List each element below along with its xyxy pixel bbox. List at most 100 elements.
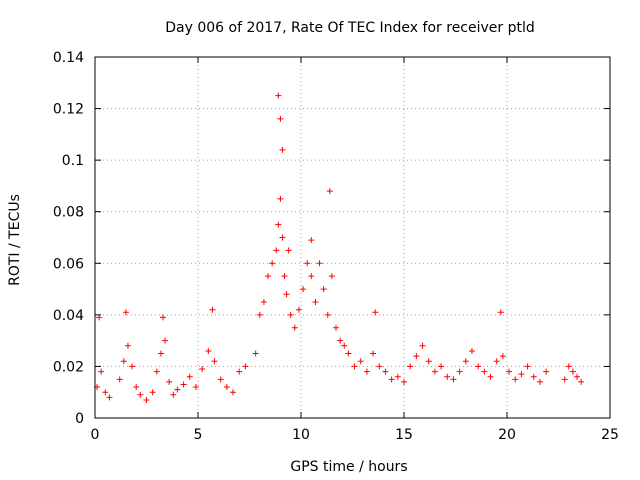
data-point: [475, 363, 482, 370]
data-point: [98, 368, 105, 375]
data-point: [456, 368, 463, 375]
data-point: [304, 260, 311, 267]
data-point: [481, 368, 488, 375]
data-point: [209, 306, 216, 313]
data-point: [205, 347, 212, 354]
data-point: [333, 324, 340, 331]
data-point: [277, 195, 284, 202]
data-point: [102, 389, 109, 396]
x-tick-label: 15: [395, 427, 413, 443]
y-tick-label: 0.08: [53, 205, 84, 221]
data-point: [337, 337, 344, 344]
x-axis-label: GPS time / hours: [290, 459, 407, 475]
data-point: [186, 373, 193, 380]
x-tick-label: 20: [498, 427, 516, 443]
data-point: [419, 342, 426, 349]
data-point: [565, 363, 572, 370]
data-point: [174, 386, 181, 393]
data-point: [143, 396, 150, 403]
data-point: [170, 391, 177, 398]
data-point: [129, 363, 136, 370]
data-point: [217, 376, 224, 383]
data-point: [407, 363, 414, 370]
data-point: [462, 358, 469, 365]
data-point: [312, 298, 319, 305]
data-point: [116, 376, 123, 383]
data-point: [512, 376, 519, 383]
data-point: [279, 234, 286, 241]
x-tick-label: 0: [91, 427, 100, 443]
data-point: [308, 273, 315, 280]
data-point: [326, 188, 333, 195]
x-tick-label: 25: [601, 427, 619, 443]
data-point: [277, 115, 284, 122]
data-point: [524, 363, 531, 370]
data-point: [574, 373, 581, 380]
data-point: [275, 92, 282, 99]
data-point: [287, 311, 294, 318]
data-point: [124, 342, 131, 349]
data-point: [300, 286, 307, 293]
data-point: [153, 368, 160, 375]
data-point: [493, 358, 500, 365]
data-point: [506, 368, 513, 375]
data-point: [159, 314, 166, 321]
data-point: [230, 389, 237, 396]
data-point: [273, 247, 280, 254]
data-point: [444, 373, 451, 380]
plot-frame: [94, 56, 611, 419]
data-point: [269, 260, 276, 267]
data-point: [122, 309, 129, 316]
data-point: [166, 378, 173, 385]
data-point: [162, 337, 169, 344]
data-point: [242, 363, 249, 370]
x-tick-label: 10: [292, 427, 310, 443]
data-point: [96, 314, 103, 321]
data-point: [291, 324, 298, 331]
data-point: [561, 376, 568, 383]
data-point: [279, 146, 286, 153]
chart-title: Day 006 of 2017, Rate Of TEC Index for r…: [165, 20, 535, 36]
data-point: [438, 363, 445, 370]
y-axis-label: ROTI / TECUs: [7, 194, 23, 286]
data-point: [324, 311, 331, 318]
data-point: [223, 384, 230, 391]
data-point: [487, 373, 494, 380]
data-point: [252, 350, 259, 357]
data-point: [120, 358, 127, 365]
y-tick-label: 0.04: [53, 308, 84, 324]
data-point: [106, 394, 113, 401]
y-tick-label: 0.02: [53, 359, 84, 375]
data-point: [376, 363, 383, 370]
data-point: [236, 368, 243, 375]
data-point: [394, 373, 401, 380]
data-point: [536, 378, 543, 385]
data-point: [137, 391, 144, 398]
data-point: [308, 237, 315, 244]
data-point: [569, 368, 576, 375]
data-point: [320, 286, 327, 293]
y-tick-label: 0.1: [62, 153, 84, 169]
y-tick-label: 0: [75, 411, 84, 427]
data-point: [256, 311, 263, 318]
data-point: [543, 368, 550, 375]
data-point: [345, 350, 352, 357]
y-tick-label: 0.06: [53, 256, 84, 272]
data-point: [192, 384, 199, 391]
data-point: [372, 309, 379, 316]
data-point: [133, 384, 140, 391]
data-point: [401, 378, 407, 385]
data-point: [328, 273, 335, 280]
data-point: [363, 368, 370, 375]
data-point: [199, 366, 206, 373]
data-point: [316, 260, 323, 267]
data-point: [149, 389, 156, 396]
data-point: [450, 376, 457, 383]
data-point: [285, 247, 292, 254]
data-point: [341, 342, 348, 349]
data-point: [382, 368, 389, 375]
data-point: [265, 273, 272, 280]
data-point: [370, 350, 377, 357]
data-points: [94, 92, 585, 403]
